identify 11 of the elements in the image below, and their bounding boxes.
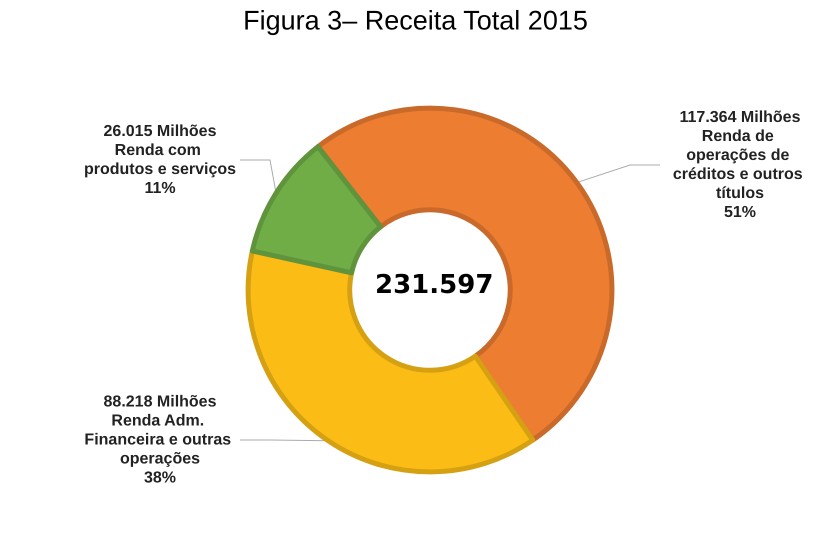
text: 231.597 bbox=[375, 270, 494, 300]
text: 117.364 Milhões bbox=[680, 109, 800, 126]
text: 51% bbox=[724, 204, 756, 221]
text: 11% bbox=[144, 180, 176, 197]
text: 88.218 Milhões bbox=[104, 394, 216, 410]
chart-title: Figura 3– Receita Total 2015 bbox=[243, 6, 588, 36]
slice-label: Renda de operações de créditos e outros títulos bbox=[672, 128, 808, 202]
text: 38% bbox=[144, 470, 176, 486]
slice-label: Renda com produtos e serviços bbox=[84, 142, 236, 178]
slice-label: Renda Adm. Financeira e outras operações bbox=[84, 412, 236, 468]
text: 26.015 Milhões bbox=[104, 123, 216, 140]
